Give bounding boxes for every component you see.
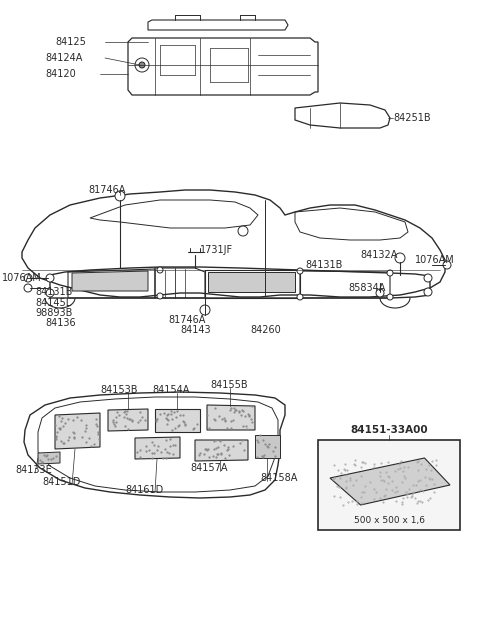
Text: 84124A: 84124A xyxy=(45,53,83,63)
Text: 84133E: 84133E xyxy=(15,465,52,475)
Polygon shape xyxy=(38,452,60,464)
Polygon shape xyxy=(195,440,248,461)
Text: 84143: 84143 xyxy=(180,325,211,335)
Circle shape xyxy=(157,293,163,299)
Text: 1731JF: 1731JF xyxy=(200,245,233,255)
Text: 84154A: 84154A xyxy=(152,385,190,395)
Text: 84161D: 84161D xyxy=(125,485,163,495)
Circle shape xyxy=(46,274,54,282)
Circle shape xyxy=(387,270,393,276)
Polygon shape xyxy=(135,437,180,459)
Text: 84131B: 84131B xyxy=(305,260,342,270)
Text: 84151-33A00: 84151-33A00 xyxy=(350,425,428,435)
Polygon shape xyxy=(255,435,280,458)
Polygon shape xyxy=(108,409,148,431)
Circle shape xyxy=(443,261,451,269)
Text: 84131B: 84131B xyxy=(35,287,72,297)
Circle shape xyxy=(24,274,32,282)
Text: 84251B: 84251B xyxy=(393,113,431,123)
Circle shape xyxy=(238,226,248,236)
Circle shape xyxy=(297,268,303,274)
Text: 84260: 84260 xyxy=(250,325,281,335)
Polygon shape xyxy=(330,458,450,505)
Text: 84120: 84120 xyxy=(45,69,76,79)
Text: 1076AM: 1076AM xyxy=(2,273,42,283)
Circle shape xyxy=(135,58,149,72)
Circle shape xyxy=(395,253,405,263)
Circle shape xyxy=(46,289,54,297)
Circle shape xyxy=(115,191,125,201)
Polygon shape xyxy=(207,405,255,430)
Circle shape xyxy=(139,62,145,68)
Bar xyxy=(318,440,460,530)
Text: 84125: 84125 xyxy=(55,37,86,47)
Text: 1076AM: 1076AM xyxy=(415,255,455,265)
Text: 81746A: 81746A xyxy=(88,185,125,195)
Text: 98893B: 98893B xyxy=(35,308,72,318)
Circle shape xyxy=(297,294,303,300)
Polygon shape xyxy=(208,272,295,292)
Text: 84153B: 84153B xyxy=(100,385,137,395)
Circle shape xyxy=(376,289,384,297)
Polygon shape xyxy=(155,409,200,432)
Text: 84157A: 84157A xyxy=(190,463,228,473)
Circle shape xyxy=(200,305,210,315)
Polygon shape xyxy=(55,413,100,449)
Circle shape xyxy=(157,267,163,273)
Text: 500 x 500 x 1,6: 500 x 500 x 1,6 xyxy=(353,516,424,525)
Text: 84145L: 84145L xyxy=(35,298,71,308)
Circle shape xyxy=(387,294,393,300)
Text: 81746A: 81746A xyxy=(168,315,205,325)
Text: 84158A: 84158A xyxy=(260,473,298,483)
Text: 85834A: 85834A xyxy=(348,283,385,293)
Text: 84155B: 84155B xyxy=(210,380,248,390)
Polygon shape xyxy=(72,271,148,291)
Text: 84136: 84136 xyxy=(45,318,76,328)
Circle shape xyxy=(424,274,432,282)
Circle shape xyxy=(24,284,32,292)
Circle shape xyxy=(424,288,432,296)
Text: 84151D: 84151D xyxy=(42,477,80,487)
Text: 84132A: 84132A xyxy=(360,250,397,260)
